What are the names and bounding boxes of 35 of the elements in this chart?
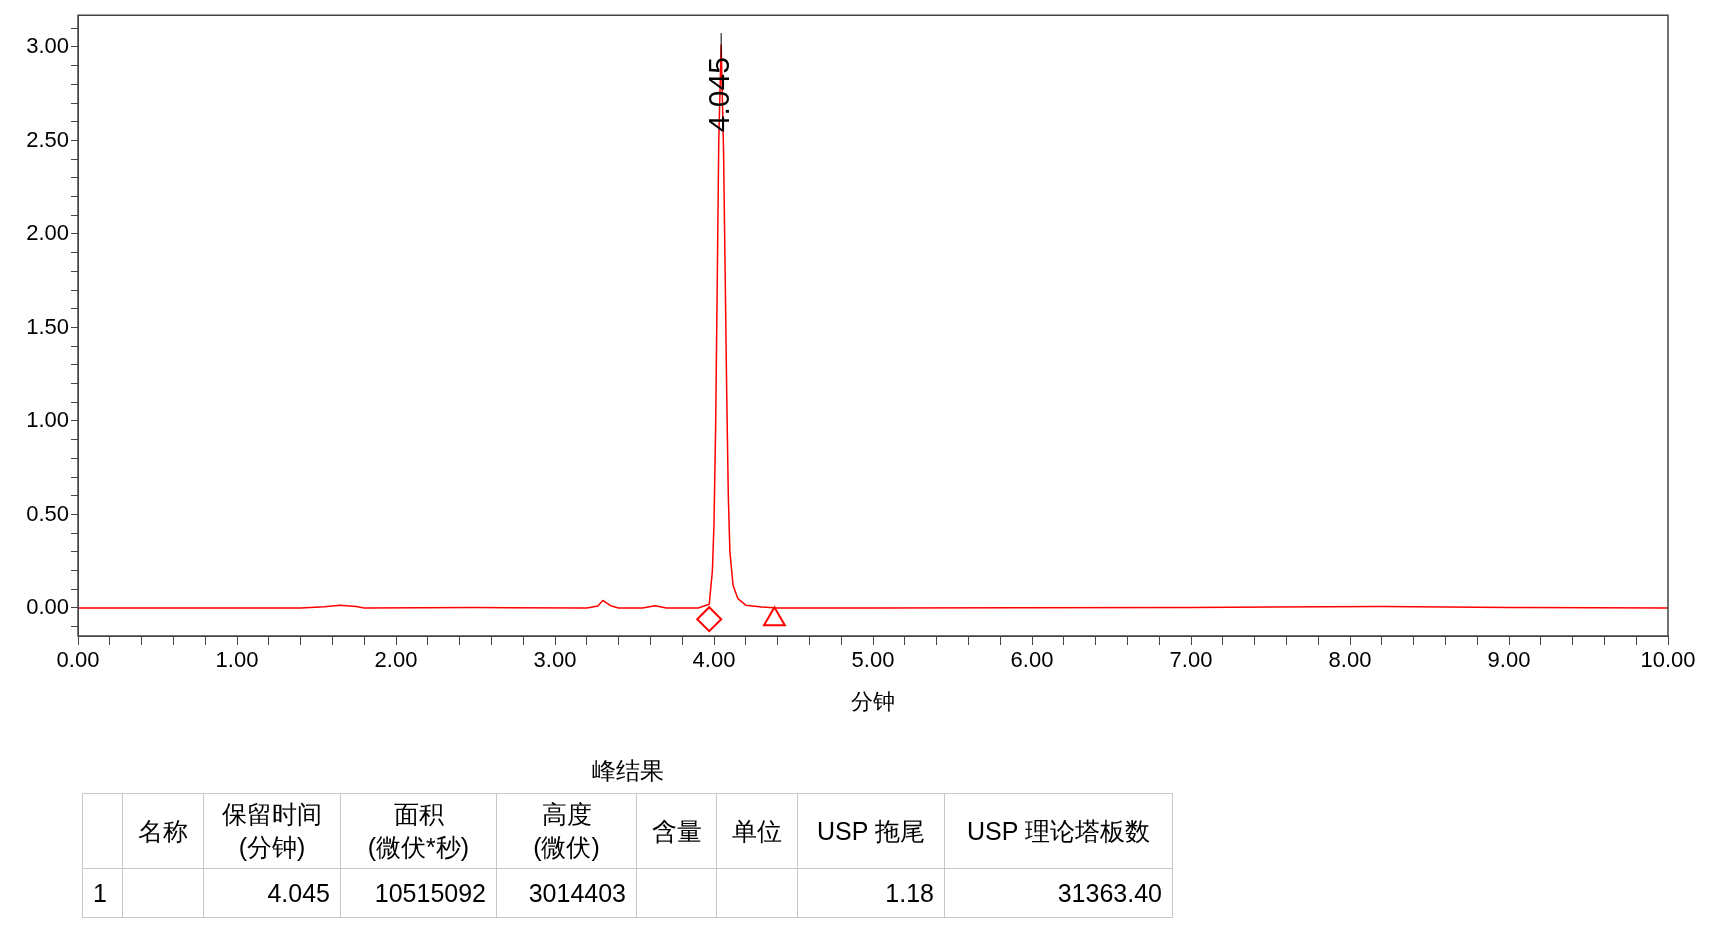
x-tick-label: 4.00: [692, 647, 736, 673]
text: 1: [93, 878, 107, 907]
text: 4.045: [267, 878, 330, 907]
y-tick-label: 2.50: [26, 126, 69, 152]
x-tick-label: 8.00: [1328, 647, 1372, 673]
x-tick-label: 9.00: [1487, 647, 1531, 673]
x-tick-label: 1.00: [215, 647, 259, 673]
category-label: 含量: [636, 793, 717, 869]
y-tick-label: 3.00: [26, 33, 69, 59]
y-tick-label: 2.00: [26, 220, 69, 246]
y-tick-label: 0.00: [26, 594, 69, 620]
category-label: 高度 (微伏): [496, 793, 637, 869]
x-axis-title: 分钟: [851, 688, 895, 714]
text: 31363.40: [1057, 878, 1162, 907]
category-label: USP 理论塔板数: [944, 793, 1173, 869]
x-tick-label: 7.00: [1169, 647, 1213, 673]
text: 峰结果: [591, 756, 665, 786]
y-tick-label: 1.00: [26, 407, 69, 433]
x-tick-label: 5.00: [851, 647, 895, 673]
x-tick-label: 6.00: [1010, 647, 1054, 673]
category-label: 单位: [716, 793, 798, 869]
x-tick-label: 3.00: [533, 647, 577, 673]
category-label: 保留时间 (分钟): [203, 793, 341, 869]
text: 1.18: [885, 878, 934, 907]
y-tick-label: 0.50: [26, 500, 69, 526]
x-tick-label: 0.00: [56, 647, 100, 673]
category-label: 面积 (微伏*秒): [340, 793, 497, 869]
text: 3014403: [528, 878, 626, 907]
annotation: 4.045: [702, 57, 736, 133]
category-label: 名称: [122, 793, 204, 869]
text: 10515092: [374, 878, 486, 907]
y-tick-label: 1.50: [26, 313, 69, 339]
x-tick-label: 10.00: [1640, 647, 1696, 673]
x-tick-label: 2.00: [374, 647, 418, 673]
category-label: USP 拖尾: [797, 793, 945, 869]
